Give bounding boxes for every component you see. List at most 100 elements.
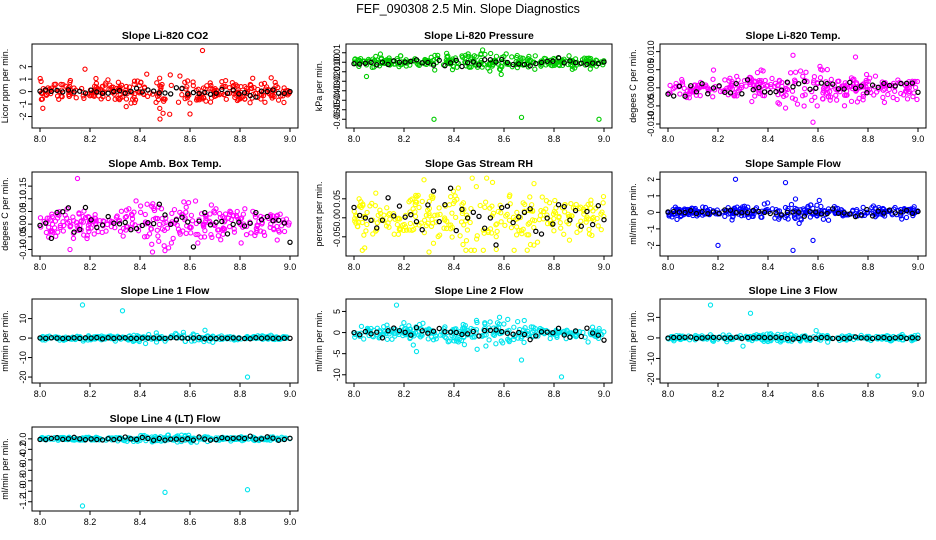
y-tick-label: 1: [18, 77, 28, 82]
hourly-point: [778, 334, 785, 341]
data-point: [81, 95, 87, 101]
hourly-point: [705, 90, 711, 97]
data-point: [463, 238, 470, 244]
hourly-point: [544, 329, 550, 335]
data-point: [449, 234, 455, 240]
data-point: [799, 93, 806, 99]
x-tick-label: 8.0: [348, 134, 361, 144]
data-point: [462, 59, 468, 65]
data-point: [171, 206, 178, 213]
hourly-point: [561, 60, 567, 66]
data-point: [203, 98, 209, 104]
data-points: [37, 432, 293, 509]
data-point: [363, 228, 369, 234]
y-tick-label: 1: [646, 193, 656, 198]
hourly-point: [419, 227, 425, 233]
hourly-point: [42, 436, 49, 443]
data-point: [62, 212, 68, 218]
data-point: [820, 85, 827, 91]
data-point: [511, 324, 517, 330]
hourly-point: [784, 209, 791, 216]
hourly-point: [824, 210, 830, 217]
data-point: [108, 223, 115, 230]
data-point: [113, 214, 120, 220]
data-point: [105, 95, 111, 102]
data-point: [552, 197, 558, 204]
data-point: [499, 54, 505, 61]
data-point: [700, 83, 706, 90]
hourly-point: [156, 201, 163, 207]
hourly-point: [795, 209, 802, 215]
hourly-point: [196, 334, 202, 341]
hourly-point: [818, 334, 825, 341]
data-point: [486, 337, 492, 343]
panel-title: Slope Line 2 Flow: [435, 285, 525, 297]
panel-title: Slope Line 3 Flow: [749, 285, 839, 297]
hourly-point: [761, 334, 768, 341]
hourly-point: [493, 59, 499, 65]
outlier-point: [715, 242, 721, 249]
hourly-point: [533, 60, 539, 67]
hourly-point: [510, 219, 516, 226]
hourly-point: [670, 208, 677, 215]
data-point: [262, 99, 268, 105]
data-point: [437, 332, 444, 338]
data-point: [406, 199, 412, 205]
data-point: [508, 224, 515, 231]
hourly-point: [185, 91, 191, 97]
data-point: [63, 336, 69, 343]
hourly-point: [133, 85, 140, 92]
data-point: [201, 434, 208, 440]
hourly-point: [351, 61, 357, 67]
data-point: [243, 231, 250, 238]
hourly-point: [162, 437, 168, 443]
outlier-point: [707, 302, 714, 308]
hourly-point: [37, 222, 43, 229]
data-point: [215, 233, 221, 239]
data-point: [474, 346, 480, 352]
data-point: [774, 82, 780, 89]
data-point: [836, 78, 842, 84]
data-point: [372, 203, 379, 209]
data-point: [581, 208, 587, 214]
data-point: [738, 82, 745, 88]
data-point: [833, 97, 840, 103]
data-point: [517, 330, 523, 336]
hourly-point: [224, 435, 231, 442]
hourly-point: [247, 433, 253, 439]
hourly-point: [122, 219, 128, 226]
hourly-point: [442, 202, 448, 208]
hourly-point: [374, 225, 380, 231]
hourly-point: [224, 90, 231, 96]
data-point: [412, 221, 419, 228]
data-point: [797, 68, 804, 74]
hourly-point: [60, 335, 66, 342]
data-point: [65, 220, 71, 226]
data-point: [816, 197, 822, 204]
data-point: [449, 224, 455, 231]
panel-frame: [345, 43, 613, 129]
hourly-point: [875, 334, 881, 341]
data-point: [489, 179, 496, 186]
outlier-point: [852, 54, 859, 60]
data-point: [210, 86, 216, 93]
data-point: [760, 82, 766, 89]
hourly-point: [903, 335, 910, 342]
data-point: [384, 322, 390, 328]
hourly-point: [94, 436, 100, 443]
hourly-point: [264, 335, 270, 341]
data-point: [48, 228, 54, 234]
data-point: [73, 219, 79, 225]
data-point: [811, 74, 818, 80]
y-axis-label: Licor ppm per min.: [0, 49, 10, 124]
hourly-point: [402, 214, 408, 220]
hourly-point: [287, 88, 293, 95]
outlier-point: [149, 249, 156, 255]
hourly-point: [77, 226, 83, 233]
hourly-point: [761, 89, 768, 95]
hourly-point: [236, 435, 242, 441]
y-tick-label: 0.05: [332, 190, 342, 208]
y-tick-label: -0.005: [646, 93, 656, 119]
data-point: [123, 83, 129, 90]
hourly-point: [818, 211, 825, 217]
